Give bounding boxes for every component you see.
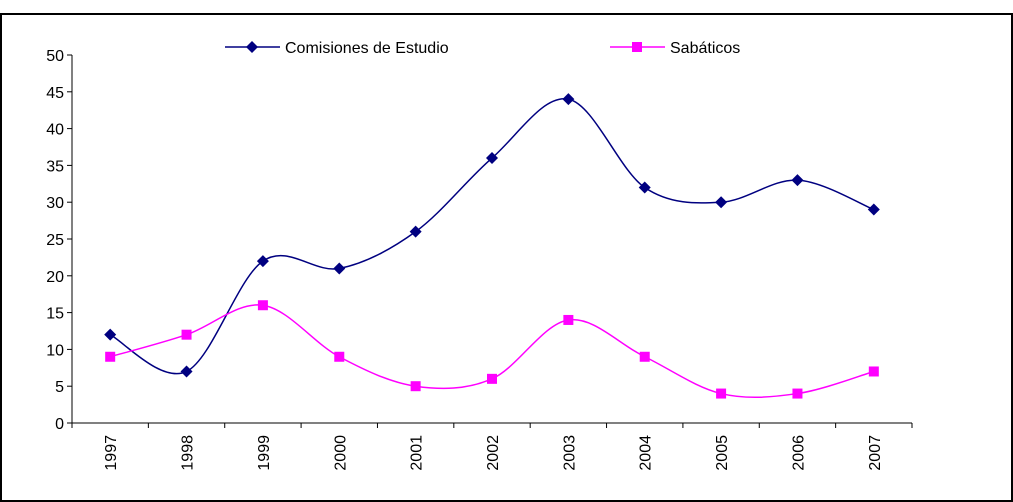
data-point	[562, 93, 575, 106]
legend-label: Sabáticos	[670, 40, 740, 57]
data-point	[715, 196, 728, 209]
x-tick-label: 2006	[790, 435, 807, 471]
x-tick-label: 2001	[409, 435, 426, 471]
chart-frame	[0, 13, 1013, 502]
y-tick-label: 5	[55, 379, 64, 396]
y-tick-label: 45	[46, 85, 64, 102]
y-tick-label: 0	[55, 416, 64, 433]
data-point	[563, 314, 574, 325]
data-point	[868, 366, 879, 377]
y-tick-label: 20	[46, 269, 64, 286]
data-point	[716, 388, 727, 399]
x-tick-label: 2000	[332, 435, 349, 471]
x-tick-label: 2004	[638, 435, 655, 471]
data-point	[867, 203, 880, 216]
data-point	[104, 328, 117, 341]
data-point	[333, 262, 346, 275]
data-point	[791, 174, 804, 187]
y-tick-label: 15	[46, 306, 64, 323]
data-point	[256, 255, 269, 268]
data-point	[487, 373, 497, 384]
data-point	[181, 329, 192, 340]
legend-marker	[246, 41, 258, 53]
x-tick-label: 2007	[867, 435, 884, 471]
data-point	[792, 388, 803, 399]
x-tick-label: 1998	[180, 435, 197, 471]
data-point	[639, 351, 650, 362]
y-tick-label: 10	[46, 342, 64, 359]
legend-marker	[632, 42, 642, 52]
x-tick-label: 2002	[485, 435, 502, 471]
y-tick-label: 30	[46, 195, 64, 212]
data-point	[638, 181, 651, 194]
y-tick-label: 35	[46, 158, 64, 175]
x-tick-label: 2005	[714, 435, 731, 471]
x-tick-label: 2003	[561, 435, 578, 471]
data-point	[486, 152, 498, 165]
y-tick-label: 40	[46, 122, 64, 139]
data-point	[410, 381, 421, 392]
data-point	[257, 300, 268, 311]
data-point	[180, 365, 193, 378]
x-tick-label: 1997	[103, 435, 120, 471]
y-tick-label: 50	[46, 48, 64, 65]
data-point	[334, 351, 345, 362]
legend-label: Comisiones de Estudio	[285, 40, 449, 57]
data-point	[409, 225, 422, 238]
x-tick-label: 1999	[256, 435, 273, 471]
y-tick-label: 25	[46, 232, 64, 249]
data-point	[105, 351, 116, 362]
